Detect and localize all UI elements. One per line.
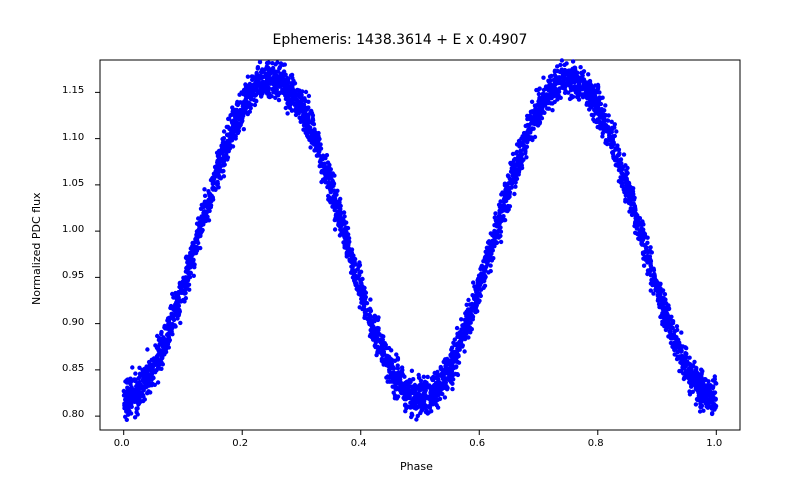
y-tick-label: 0.80 [62,409,84,420]
x-tick-label: 0.8 [588,438,604,449]
y-tick-label: 0.90 [62,317,84,328]
y-tick-label: 0.95 [62,270,84,281]
y-tick-label: 1.10 [62,132,84,143]
x-tick-label: 0.6 [469,438,485,449]
chart-container: Ephemeris: 1438.3614 + E x 0.4907 Normal… [0,0,800,500]
x-tick-label: 0.0 [114,438,130,449]
y-tick-label: 1.05 [62,178,84,189]
x-tick-label: 0.2 [232,438,248,449]
y-tick-label: 0.85 [62,363,84,374]
x-tick-label: 0.4 [351,438,367,449]
x-tick-label: 1.0 [706,438,722,449]
y-tick-label: 1.00 [62,224,84,235]
scatter-plot [0,0,800,500]
y-tick-label: 1.15 [62,85,84,96]
